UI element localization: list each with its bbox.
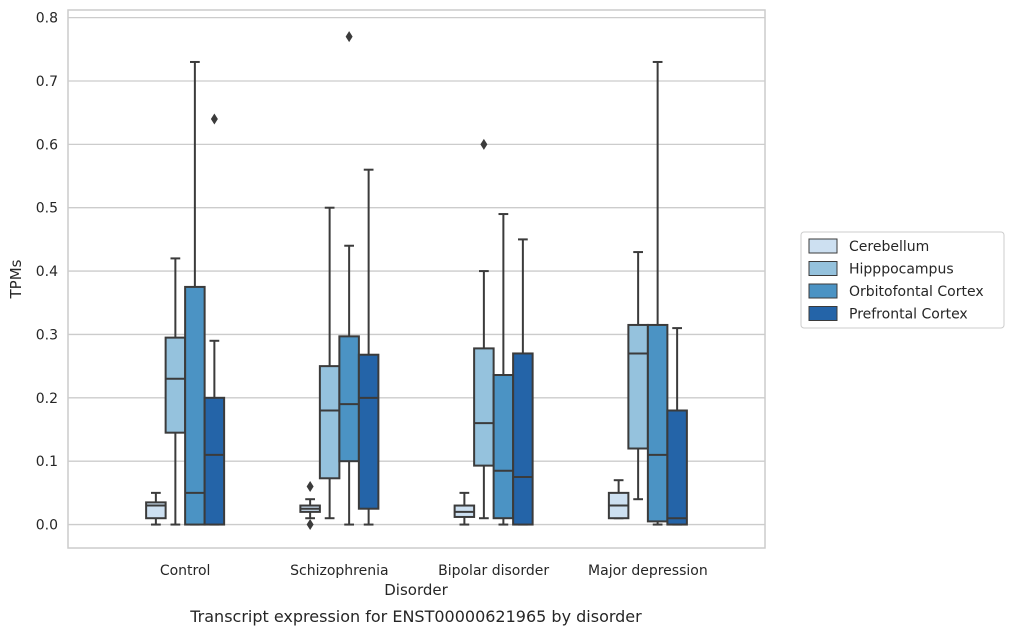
box-hipppocampus (164, 257, 187, 526)
box-hipppocampus (473, 138, 495, 520)
legend-swatch (808, 261, 838, 276)
box-body (164, 336, 187, 434)
box-body (512, 352, 534, 526)
y-axis-title: TPMs (7, 259, 25, 299)
boxes (145, 31, 688, 531)
legend-label: Hipppocampus (849, 262, 954, 278)
x-axis-ticks: Control Schizophrenia Bipolar disorder Majo… (160, 563, 708, 579)
outlier-point (306, 481, 314, 493)
x-tick-label: Bipolar disorder (438, 563, 549, 579)
legend: Cerebellum Hipppocampus Orbitofontal Corte… (800, 231, 1005, 329)
legend-label: Orbitofontal Cortex (849, 284, 984, 300)
legend-swatch (808, 238, 838, 254)
box-cerebellum (145, 491, 167, 526)
box-body (203, 396, 226, 526)
legend-swatch (808, 283, 838, 299)
y-tick-label: 0.5 (36, 201, 58, 217)
box-body (646, 323, 669, 523)
y-tick-label: 0.3 (36, 327, 58, 343)
y-tick-label: 0.7 (36, 74, 58, 90)
box-hipppocampus (627, 251, 649, 501)
y-tick-label: 0.6 (36, 137, 58, 153)
x-tick-label: Control (160, 563, 211, 579)
box-orbitofontal-cortex (492, 213, 515, 526)
chart-caption: Transcript expression for ENST0000062196… (189, 607, 642, 626)
box-orbitofontal-cortex (338, 31, 360, 526)
outlier-point (345, 31, 353, 43)
box-body (184, 285, 206, 526)
box-orbitofontal-cortex (646, 60, 669, 526)
x-tick-label: Schizophrenia (290, 563, 388, 579)
box-body (627, 323, 649, 450)
y-tick-label: 0.2 (36, 391, 58, 407)
outlier-point (306, 519, 314, 531)
x-tick-label: Major depression (588, 563, 708, 579)
y-tick-label: 0.1 (36, 454, 58, 470)
box-body (473, 347, 495, 467)
box-body (666, 409, 688, 526)
legend-frame (800, 231, 1005, 329)
box-body (357, 353, 380, 510)
y-tick-label: 0.0 (36, 518, 58, 534)
box-cerebellum (453, 491, 476, 526)
box-prefrontal-cortex (357, 168, 380, 526)
box-body (318, 365, 341, 480)
box-cerebellum (299, 481, 321, 531)
box-prefrontal-cortex (203, 113, 226, 526)
box-cerebellum (607, 479, 630, 520)
box-prefrontal-cortex (666, 327, 688, 526)
box-body (338, 335, 360, 463)
legend-swatch (808, 306, 838, 321)
y-tick-label: 0.4 (36, 264, 58, 280)
legend-label: Cerebellum (849, 239, 929, 255)
legend-items: Cerebellum Hipppocampus Orbitofontal Corte… (808, 238, 984, 323)
box-hipppocampus (318, 206, 341, 520)
box-prefrontal-cortex (512, 238, 534, 526)
plot-frame (67, 9, 766, 549)
box-body (492, 374, 515, 520)
y-tick-label: 0.8 (36, 11, 58, 27)
x-axis-title: Disorder (384, 581, 448, 599)
box-orbitofontal-cortex (184, 60, 206, 526)
outlier-point (210, 113, 218, 125)
legend-label: Prefrontal Cortex (849, 307, 968, 323)
outlier-point (480, 138, 488, 150)
y-axis-ticks: 0.0 0.1 0.2 0.3 0.4 0.5 0.6 0.7 0.8 (36, 11, 58, 534)
